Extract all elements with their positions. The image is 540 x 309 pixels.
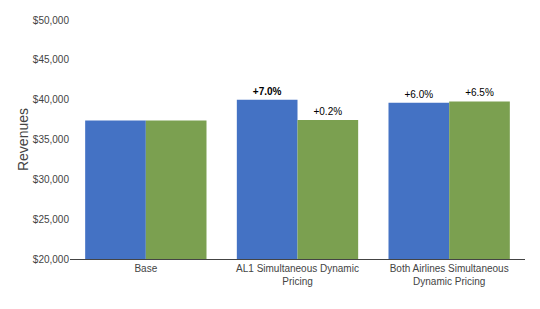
svg-text:$50,000: $50,000 xyxy=(33,15,70,26)
svg-text:Revenues: Revenues xyxy=(15,108,31,171)
svg-text:$45,000: $45,000 xyxy=(33,54,70,65)
svg-text:$20,000: $20,000 xyxy=(33,254,70,265)
svg-text:+0.2%: +0.2% xyxy=(313,106,342,117)
svg-text:Base: Base xyxy=(134,263,157,274)
svg-text:Both Airlines SimultaneousDyna: Both Airlines SimultaneousDynamic Pricin… xyxy=(390,263,509,287)
svg-text:+6.5%: +6.5% xyxy=(465,87,494,98)
svg-text:$30,000: $30,000 xyxy=(33,174,70,185)
svg-text:$35,000: $35,000 xyxy=(33,134,70,145)
svg-text:$25,000: $25,000 xyxy=(33,214,70,225)
svg-text:+6.0%: +6.0% xyxy=(404,89,433,100)
svg-text:+7.0%: +7.0% xyxy=(253,86,282,97)
svg-text:AL1 Simultaneous DynamicPricin: AL1 Simultaneous DynamicPricing xyxy=(236,263,359,287)
svg-text:$40,000: $40,000 xyxy=(33,94,70,105)
